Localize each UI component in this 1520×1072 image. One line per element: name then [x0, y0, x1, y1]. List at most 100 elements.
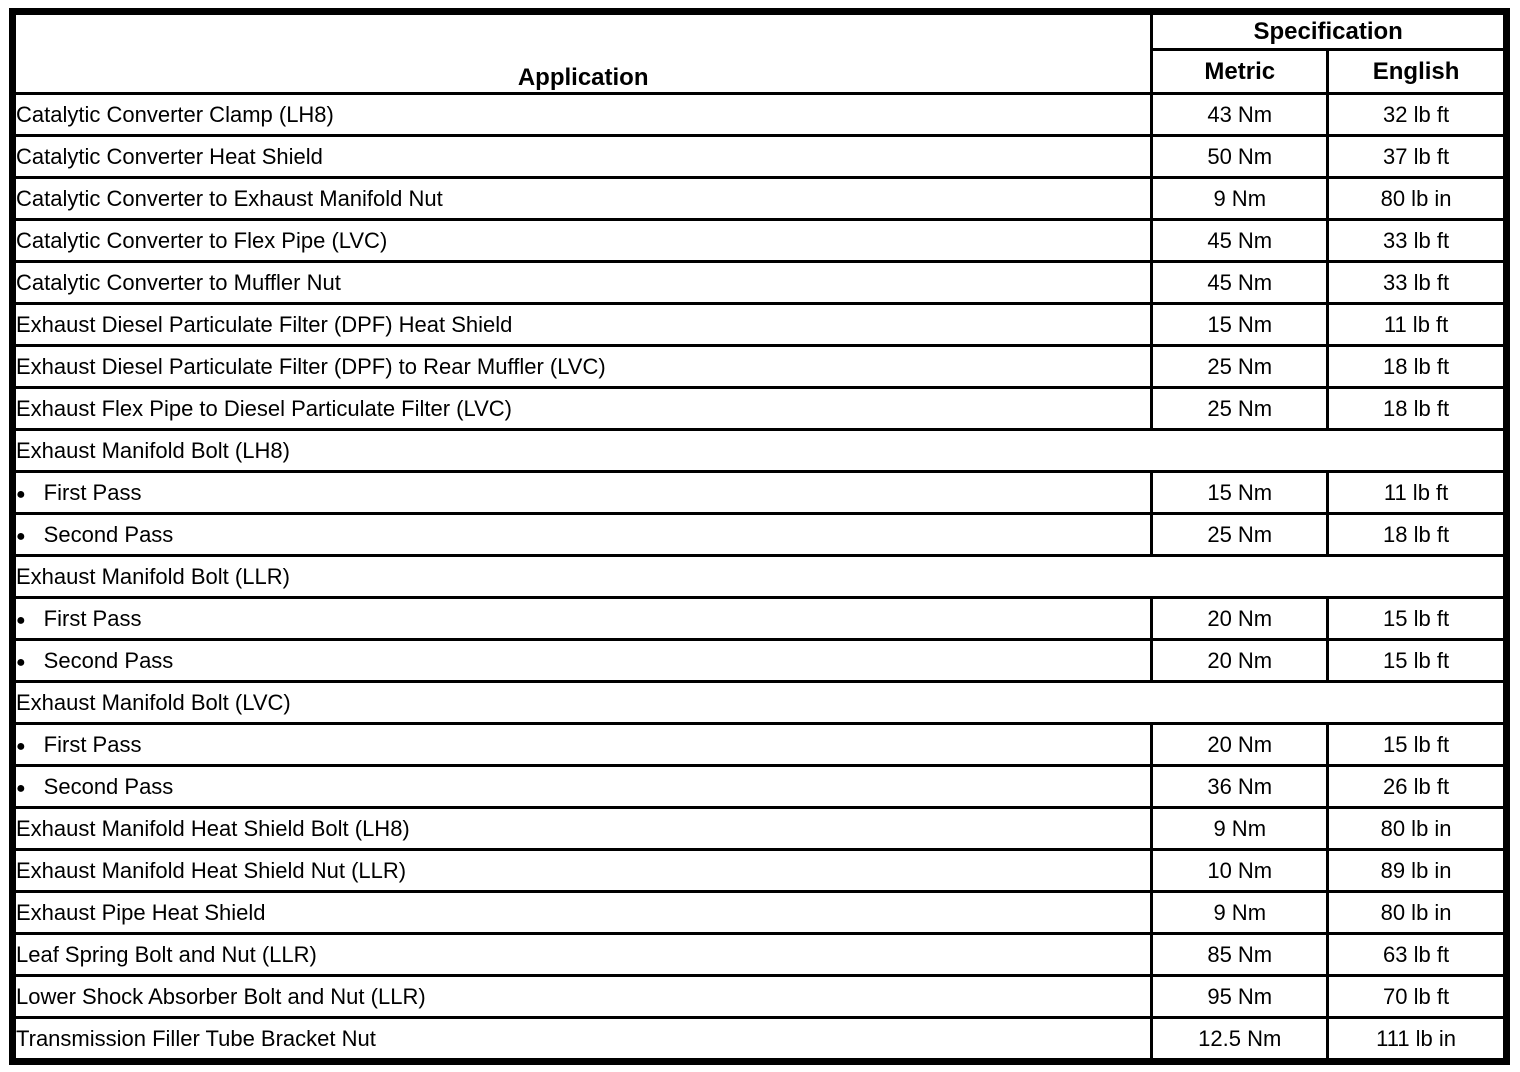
application-cell: Exhaust Diesel Particulate Filter (DPF) …	[10, 344, 1154, 389]
english-value-cell: 37 lb ft	[1326, 134, 1508, 179]
english-value-cell: 11 lb ft	[1326, 470, 1508, 515]
table-row: Catalytic Converter Clamp (LH8) 43 Nm 32 l…	[10, 92, 1508, 137]
application-cell: ● Second Pass	[10, 638, 1154, 683]
application-label: Second Pass	[43, 647, 174, 673]
english-value-cell: 80 lb in	[1326, 806, 1508, 851]
english-value-cell: 26 lb ft	[1326, 764, 1508, 809]
english-value-cell: 18 lb ft	[1326, 344, 1508, 389]
application-cell: Exhaust Manifold Bolt (LLR)	[11, 554, 1508, 599]
table-row: ● Second Pass 36 Nm 26 lb ft	[10, 764, 1508, 809]
application-cell: ● First Pass	[10, 470, 1154, 515]
metric-value-cell: 45 Nm	[1150, 260, 1330, 305]
metric-value-cell: 45 Nm	[1150, 218, 1330, 263]
application-label: First Pass	[43, 731, 142, 757]
table-row: Exhaust Diesel Particulate Filter (DPF) …	[10, 302, 1508, 347]
application-cell: Transmission Filler Tube Bracket Nut	[10, 1016, 1154, 1063]
application-cell: Leaf Spring Bolt and Nut (LLR)	[10, 932, 1154, 977]
bullet-icon: ●	[16, 485, 26, 503]
table-row: ● First Pass 15 Nm 11 lb ft	[10, 470, 1508, 515]
application-label: First Pass	[43, 479, 142, 505]
metric-value-cell: 95 Nm	[1150, 974, 1330, 1019]
table-row: Catalytic Converter to Flex Pipe (LVC) 45…	[10, 218, 1508, 263]
english-value-cell: 11 lb ft	[1326, 302, 1508, 347]
application-cell: ● First Pass	[10, 596, 1154, 641]
metric-column-header: Metric	[1150, 48, 1330, 95]
table-row: ● First Pass 20 Nm 15 lb ft	[10, 722, 1508, 767]
english-value-cell: 33 lb ft	[1326, 218, 1508, 263]
application-cell: Catalytic Converter to Flex Pipe (LVC)	[10, 218, 1154, 263]
table-header: Application Specification Metric English	[10, 10, 1508, 95]
table-row: Catalytic Converter Heat Shield 50 Nm 37 l…	[10, 134, 1508, 179]
bullet-icon: ●	[16, 737, 26, 755]
table-row: Exhaust Diesel Particulate Filter (DPF) …	[10, 344, 1508, 389]
metric-value-cell: 15 Nm	[1150, 302, 1330, 347]
bullet-icon: ●	[16, 779, 26, 797]
application-cell: ● Second Pass	[10, 512, 1154, 557]
english-value-cell: 80 lb in	[1326, 890, 1508, 935]
bullet-icon: ●	[16, 653, 26, 671]
metric-value-cell: 36 Nm	[1150, 764, 1330, 809]
table-row: Transmission Filler Tube Bracket Nut 12.5…	[10, 1016, 1508, 1063]
application-cell: Exhaust Diesel Particulate Filter (DPF) …	[10, 302, 1154, 347]
metric-value-cell: 25 Nm	[1150, 386, 1330, 431]
metric-value-cell: 15 Nm	[1150, 470, 1330, 515]
english-value-cell: 15 lb ft	[1326, 596, 1508, 641]
fastener-tightening-specifications-table: Application Specification Metric English…	[9, 8, 1510, 1065]
metric-value-cell: 12.5 Nm	[1150, 1016, 1330, 1063]
metric-value-cell: 9 Nm	[1150, 890, 1330, 935]
application-cell: Exhaust Flex Pipe to Diesel Particulate …	[10, 386, 1154, 431]
application-cell: Exhaust Manifold Heat Shield Bolt (LH8)	[10, 806, 1154, 851]
application-cell: Catalytic Converter Clamp (LH8)	[10, 92, 1154, 137]
table-row: Catalytic Converter to Muffler Nut 45 Nm 3…	[10, 260, 1508, 305]
metric-value-cell: 20 Nm	[1150, 722, 1330, 767]
application-label: Second Pass	[43, 521, 174, 547]
application-cell: Exhaust Manifold Heat Shield Nut (LLR)	[10, 848, 1154, 893]
bullet-icon: ●	[16, 527, 26, 545]
application-cell: Lower Shock Absorber Bolt and Nut (LLR)	[10, 974, 1154, 1019]
english-column-header: English	[1326, 48, 1508, 95]
english-value-cell: 80 lb in	[1326, 176, 1508, 221]
english-value-cell: 89 lb in	[1326, 848, 1508, 893]
english-value-cell: 63 lb ft	[1326, 932, 1508, 977]
table-row: ● Second Pass 20 Nm 15 lb ft	[10, 638, 1508, 683]
english-value-cell: 33 lb ft	[1326, 260, 1508, 305]
table-row: ● First Pass 20 Nm 15 lb ft	[10, 596, 1508, 641]
table-row: Exhaust Flex Pipe to Diesel Particulate …	[10, 386, 1508, 431]
section-row: Exhaust Manifold Bolt (LLR)	[11, 554, 1508, 599]
application-cell: ● First Pass	[10, 722, 1154, 767]
english-value-cell: 15 lb ft	[1326, 638, 1508, 683]
table-row: Exhaust Pipe Heat Shield 9 Nm 80 lb in	[10, 890, 1508, 935]
metric-value-cell: 9 Nm	[1150, 806, 1330, 851]
table-row: Catalytic Converter to Exhaust Manifold …	[10, 176, 1508, 221]
table-row: Lower Shock Absorber Bolt and Nut (LLR) 9…	[10, 974, 1508, 1019]
application-cell: ● Second Pass	[10, 764, 1154, 809]
section-row: Exhaust Manifold Bolt (LH8)	[11, 428, 1508, 473]
application-label: First Pass	[43, 605, 142, 631]
application-cell: Catalytic Converter to Muffler Nut	[10, 260, 1154, 305]
application-column-header: Application	[10, 10, 1154, 95]
table-row: Leaf Spring Bolt and Nut (LLR) 85 Nm 63 lb…	[10, 932, 1508, 977]
header-row-units: Metric English	[13, 48, 1508, 95]
metric-value-cell: 20 Nm	[1150, 638, 1330, 683]
metric-value-cell: 25 Nm	[1150, 344, 1330, 389]
application-label: Second Pass	[43, 773, 174, 799]
table-row: ● Second Pass 25 Nm 18 lb ft	[10, 512, 1508, 557]
english-value-cell: 15 lb ft	[1326, 722, 1508, 767]
metric-value-cell: 20 Nm	[1150, 596, 1330, 641]
english-value-cell: 18 lb ft	[1326, 386, 1508, 431]
specification-column-group-header: Specification	[1150, 10, 1508, 51]
metric-value-cell: 9 Nm	[1150, 176, 1330, 221]
application-cell: Catalytic Converter Heat Shield	[10, 134, 1154, 179]
metric-value-cell: 25 Nm	[1150, 512, 1330, 557]
metric-value-cell: 85 Nm	[1150, 932, 1330, 977]
application-cell: Exhaust Manifold Bolt (LVC)	[11, 680, 1508, 725]
bullet-icon: ●	[16, 611, 26, 629]
english-value-cell: 111 lb in	[1326, 1016, 1508, 1063]
header-row-specification: Application Specification	[10, 10, 1508, 95]
english-value-cell: 18 lb ft	[1326, 512, 1508, 557]
english-value-cell: 32 lb ft	[1326, 92, 1508, 137]
application-cell: Exhaust Manifold Bolt (LH8)	[11, 428, 1508, 473]
spec-table-body: Catalytic Converter Clamp (LH8) 43 Nm 32 l…	[10, 92, 1508, 1063]
metric-value-cell: 50 Nm	[1150, 134, 1330, 179]
